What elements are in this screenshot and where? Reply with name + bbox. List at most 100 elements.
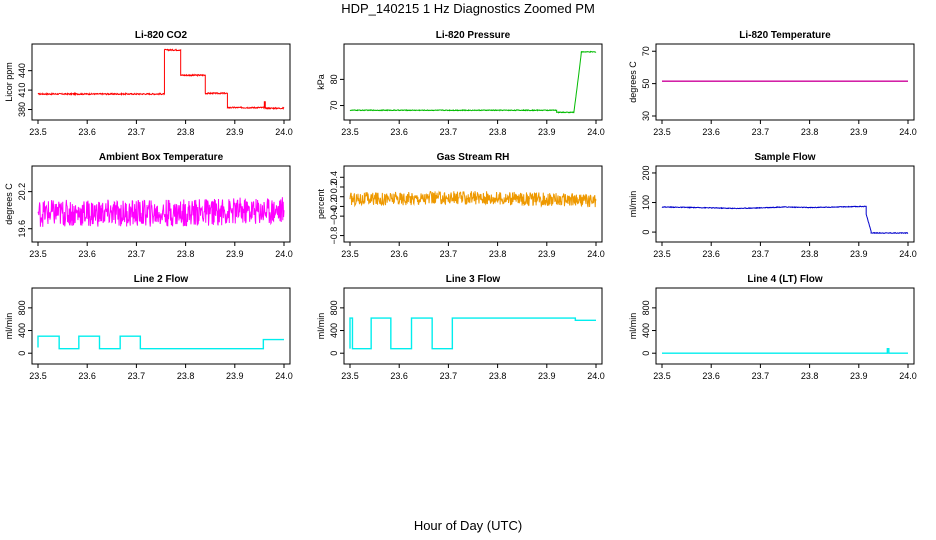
y-tick-label: 70 — [641, 46, 651, 56]
y-tick-label: −0.2 — [329, 198, 339, 216]
x-tick-label: 23.7 — [752, 127, 770, 137]
x-tick-label: 23.8 — [801, 127, 819, 137]
x-tick-label: 23.5 — [29, 371, 47, 381]
line-4-lt-flow-panel: Line 4 (LT) Flow 23.5 23.6 23.7 23.8 23.9 24.0… — [628, 274, 917, 381]
li-820-temperature-frame — [655, 43, 915, 121]
x-tick-label: 24.0 — [275, 127, 293, 137]
x-tick-label: 23.9 — [226, 371, 244, 381]
x-tick-label: 24.0 — [587, 371, 605, 381]
x-tick-label: 23.8 — [801, 371, 819, 381]
y-tick-label: 0 — [329, 194, 339, 199]
li-820-pressure-series-line — [349, 50, 597, 114]
li-820-pressure-ylabel: kPa — [316, 74, 326, 90]
x-tick-label: 23.9 — [850, 127, 868, 137]
x-tick-label: 23.8 — [489, 371, 507, 381]
line-3-flow-panel: Line 3 Flow 23.5 23.6 23.7 23.8 23.9 24.0 0 400 8… — [316, 274, 605, 381]
li-820-co2-ylabel: Licor ppm — [4, 62, 14, 102]
y-tick-label: 0.4 — [329, 171, 339, 184]
y-tick-label: 30 — [641, 111, 651, 121]
gas-stream-rh-series-line — [349, 190, 597, 208]
x-tick-label: 23.9 — [538, 249, 556, 259]
page-title: HDP_140215 1 Hz Diagnostics Zoomed PM — [341, 1, 595, 16]
y-tick-label: 400 — [17, 323, 27, 338]
line-2-flow-frame — [31, 287, 291, 365]
gas-stream-rh-frame — [343, 165, 603, 243]
y-tick-label: 0 — [641, 230, 651, 235]
x-tick-label: 23.7 — [440, 249, 458, 259]
y-tick-label: 800 — [17, 300, 27, 315]
x-tick-label: 24.0 — [899, 249, 917, 259]
x-tick-label: 23.6 — [390, 371, 408, 381]
gas-stream-rh-ylabel: percent — [316, 188, 326, 219]
x-tick-label: 23.5 — [29, 249, 47, 259]
x-tick-label: 23.8 — [177, 371, 195, 381]
x-tick-label: 23.7 — [128, 371, 146, 381]
li-820-co2-panel: Li-820 CO2 23.5 23.6 23.7 23.8 23.9 24.0 380 410… — [4, 30, 293, 137]
li-820-temperature-ylabel: degrees C — [628, 61, 638, 103]
y-tick-label: 400 — [641, 323, 651, 338]
x-tick-label: 23.8 — [177, 249, 195, 259]
x-tick-label: 23.9 — [226, 127, 244, 137]
y-tick-label: 410 — [17, 83, 27, 98]
x-tick-label: 23.5 — [653, 249, 671, 259]
ambient-box-temperature-panel: Ambient Box Temperature 23.5 23.6 23.7 23.8 2… — [4, 152, 293, 259]
line-3-flow-ylabel: ml/min — [316, 313, 326, 340]
line-2-flow-panel: Line 2 Flow 23.5 23.6 23.7 23.8 23.9 24.0 0 400 8… — [4, 274, 293, 381]
y-tick-label: 800 — [641, 300, 651, 315]
x-tick-label: 24.0 — [587, 127, 605, 137]
y-tick-label: 50 — [641, 79, 651, 89]
y-tick-label: 400 — [329, 323, 339, 338]
y-tick-label: 80 — [329, 74, 339, 84]
x-tick-label: 23.6 — [702, 371, 720, 381]
sample-flow-ylabel: ml/min — [628, 191, 638, 218]
x-tick-label: 23.9 — [226, 249, 244, 259]
x-tick-label: 23.9 — [538, 371, 556, 381]
li-820-pressure-frame — [343, 43, 603, 121]
y-tick-label: 440 — [17, 63, 27, 78]
ambient-box-temperature-frame — [31, 165, 291, 243]
li-820-co2-series-line — [37, 48, 285, 110]
x-tick-label: 23.8 — [489, 127, 507, 137]
sample-flow-frame — [655, 165, 915, 243]
x-tick-label: 23.5 — [341, 371, 359, 381]
x-tick-label: 23.7 — [440, 371, 458, 381]
line-2-flow-ylabel: ml/min — [4, 313, 14, 340]
y-tick-label: 0 — [17, 351, 27, 356]
x-tick-label: 24.0 — [275, 249, 293, 259]
gas-stream-rh-title: Gas Stream RH — [437, 152, 510, 163]
li-820-temperature-panel: Li-820 Temperature 23.5 23.6 23.7 23.8 23.9 24… — [628, 30, 917, 137]
line-4-lt-flow-series-line — [662, 347, 908, 354]
y-tick-label: 0 — [641, 351, 651, 356]
li-820-pressure-title: Li-820 Pressure — [436, 30, 511, 41]
x-tick-label: 23.6 — [78, 371, 96, 381]
line-3-flow-series-line — [349, 317, 596, 350]
y-tick-label: 100 — [641, 195, 651, 210]
x-tick-label: 23.5 — [29, 127, 47, 137]
x-tick-label: 24.0 — [899, 127, 917, 137]
li-820-pressure-panel: Li-820 Pressure 23.5 23.6 23.7 23.8 23.9 24.0 7… — [316, 30, 605, 137]
x-tick-label: 23.9 — [538, 127, 556, 137]
x-tick-label: 23.8 — [489, 249, 507, 259]
ambient-box-temperature-series-line — [37, 197, 285, 227]
y-tick-label: −0.4 — [329, 207, 339, 225]
x-tick-label: 23.8 — [177, 127, 195, 137]
ambient-box-temperature-ylabel: degrees C — [4, 183, 14, 225]
x-tick-label: 23.5 — [341, 127, 359, 137]
line-4-lt-flow-frame — [655, 287, 915, 365]
line-4-lt-flow-ylabel: ml/min — [628, 313, 638, 340]
y-tick-label: 0.2 — [329, 181, 339, 194]
y-tick-label: 70 — [329, 101, 339, 111]
x-tick-label: 23.9 — [850, 249, 868, 259]
x-tick-label: 23.6 — [78, 249, 96, 259]
line-4-lt-flow-title: Line 4 (LT) Flow — [747, 274, 823, 285]
y-tick-label: 0 — [329, 351, 339, 356]
x-tick-label: 23.6 — [702, 127, 720, 137]
x-tick-label: 23.7 — [752, 371, 770, 381]
line-3-flow-title: Line 3 Flow — [446, 274, 501, 285]
li-820-co2-title: Li-820 CO2 — [135, 30, 188, 41]
x-tick-label: 23.6 — [390, 249, 408, 259]
x-tick-label: 23.6 — [390, 127, 408, 137]
y-tick-label: 20.2 — [17, 183, 27, 201]
li-820-temperature-title: Li-820 Temperature — [739, 30, 831, 41]
